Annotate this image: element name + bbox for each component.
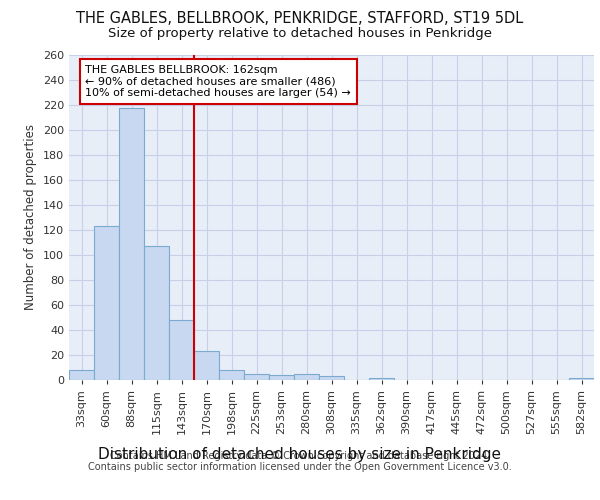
Text: Distribution of detached houses by size in Penkridge: Distribution of detached houses by size … xyxy=(98,448,502,462)
Bar xyxy=(144,246,169,380)
Text: THE GABLES, BELLBROOK, PENKRIDGE, STAFFORD, ST19 5DL: THE GABLES, BELLBROOK, PENKRIDGE, STAFFO… xyxy=(76,11,524,26)
Bar xyxy=(94,226,119,380)
Text: Contains HM Land Registry data © Crown copyright and database right 2024.
Contai: Contains HM Land Registry data © Crown c… xyxy=(88,451,512,472)
Bar xyxy=(244,374,269,380)
Bar xyxy=(294,374,319,380)
Bar xyxy=(169,320,194,380)
Bar xyxy=(194,351,219,380)
Bar xyxy=(269,375,294,380)
Text: THE GABLES BELLBROOK: 162sqm
← 90% of detached houses are smaller (486)
10% of s: THE GABLES BELLBROOK: 162sqm ← 90% of de… xyxy=(85,65,351,98)
Bar xyxy=(369,378,394,380)
Bar xyxy=(69,370,94,380)
Text: Size of property relative to detached houses in Penkridge: Size of property relative to detached ho… xyxy=(108,28,492,40)
Bar xyxy=(319,376,344,380)
Bar xyxy=(219,370,244,380)
Bar xyxy=(569,378,594,380)
Y-axis label: Number of detached properties: Number of detached properties xyxy=(25,124,37,310)
Bar xyxy=(119,108,144,380)
